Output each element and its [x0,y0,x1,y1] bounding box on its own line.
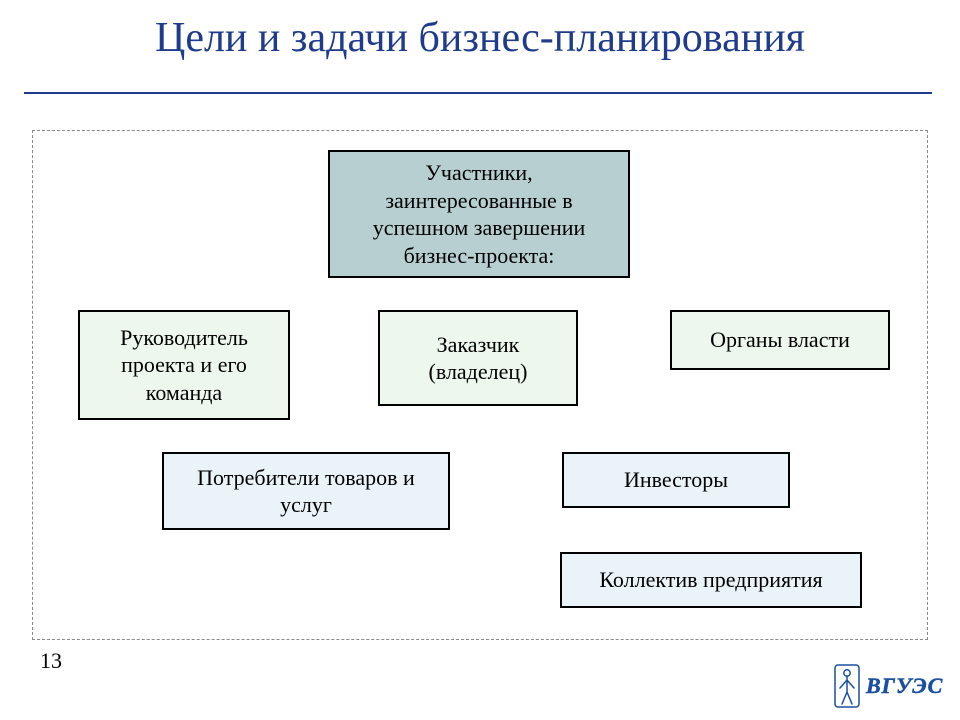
box-authorities: Органы власти [670,310,890,370]
box-project-manager-team: Руководитель проекта и его команда [78,310,290,420]
logo: ВГУЭС [834,664,943,708]
box-participants-header: Участники, заинтересованные в успешном з… [328,150,630,278]
box-customer-owner: Заказчик (владелец) [378,310,578,406]
slide-title: Цели и задачи бизнес-планирования [60,14,900,74]
box-investors: Инвесторы [562,452,790,508]
logo-figure-icon [834,664,860,708]
logo-text: ВГУЭС [866,673,943,699]
box-consumers: Потребители товаров и услуг [162,452,450,530]
title-underline [24,92,932,94]
box-enterprise-team: Коллектив предприятия [560,552,862,608]
page-number: 13 [40,648,62,674]
